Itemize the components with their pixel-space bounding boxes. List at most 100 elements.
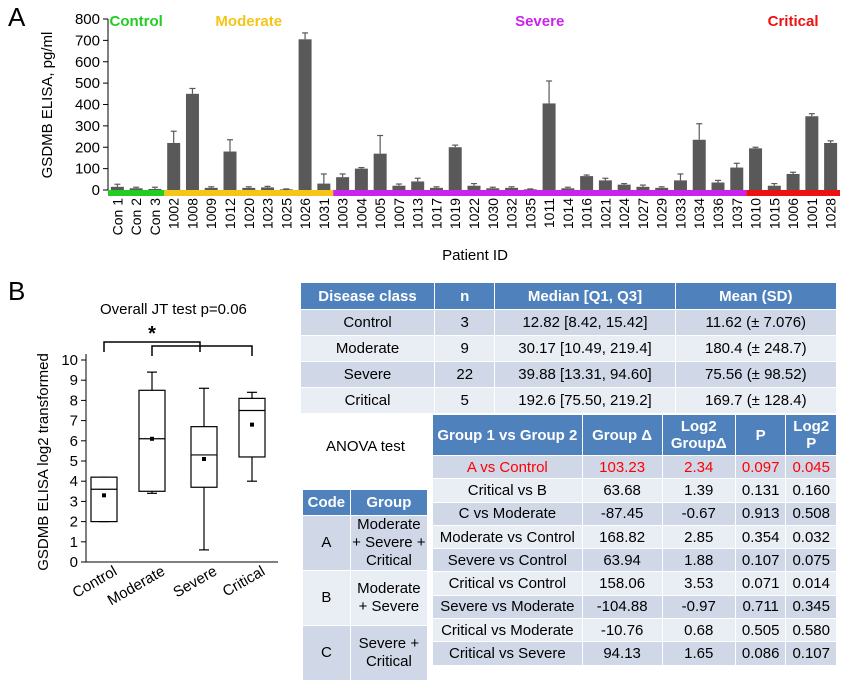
table-anova-header: P [734, 414, 787, 456]
bar-Con 1 [110, 186, 124, 190]
table-anova-cell: 0.131 [734, 478, 787, 503]
table-anova-row: Critical vs B 63.68 1.39 0.131 0.160 [432, 478, 837, 503]
table-summary-cell: Critical [299, 387, 436, 414]
table-codes-cell: A [302, 515, 351, 571]
anova-table: Group 1 vs Group 2 Group Δ Log2 GroupΔ P Log… [432, 414, 837, 666]
mean-marker [250, 422, 254, 427]
x-tick-label: 1025 [278, 198, 294, 229]
panel-letter-b: B [8, 276, 26, 306]
bar-1003 [336, 177, 350, 190]
box-moderate [138, 389, 166, 492]
bar-1021 [598, 180, 612, 190]
table-summary-cell: Severe [299, 361, 436, 388]
table-summary-cell: 22 [434, 361, 496, 388]
x-tick-label: 1016 [579, 198, 595, 229]
bar-1002 [167, 142, 181, 190]
significance-bracket [103, 341, 201, 352]
table-anova-cell: -0.97 [661, 594, 736, 620]
mean-marker [102, 493, 106, 498]
x-tick-label: Severe [170, 563, 220, 601]
table-anova-cell: 3.53 [661, 571, 736, 596]
table-codes-cell: Moderate + Severe + Critical [349, 515, 429, 571]
table-summary-cell: 5 [434, 387, 496, 414]
bar-1036 [711, 182, 725, 190]
table-summary-cell: 12.82 [8.42, 15.42] [494, 309, 676, 336]
table-anova-cell: 0.508 [785, 501, 837, 526]
box-critical [238, 397, 266, 458]
table-summary-cell: Moderate [299, 335, 436, 362]
x-tick-label: 1019 [447, 198, 463, 229]
bar-1008 [185, 93, 199, 190]
group-band-critical [746, 190, 840, 196]
x-tick-label: 1028 [823, 198, 839, 229]
bar-Con 3 [148, 188, 162, 190]
table-anova-header: Log2 P [785, 414, 837, 456]
table-anova-row: Severe vs Moderate -104.88 -0.97 0.711 0.345 [432, 594, 837, 620]
y-tick-label: 700 [75, 32, 100, 49]
x-tick-label: 1022 [466, 198, 482, 229]
table-anova-cell: 0.711 [734, 594, 787, 620]
table-anova-cell: 0.107 [785, 641, 837, 666]
table-anova-cell: Critical vs Moderate [432, 618, 583, 643]
table-anova-cell: 103.23 [581, 454, 663, 480]
table-anova-header: Group 1 vs Group 2 [432, 414, 583, 456]
bar-chart: 0 100 200 300 400 500 600 700 800 GSDMB ELISA, pg… [39, 11, 840, 264]
bar-1010 [749, 148, 763, 190]
table-anova-cell: 0.913 [734, 501, 787, 526]
x-tick-label: 1031 [316, 198, 332, 229]
bar-1001 [805, 116, 819, 190]
table-anova-cell: Critical vs Severe [432, 641, 583, 666]
bar-Con 2 [129, 188, 143, 190]
table-anova-cell: 1.39 [661, 478, 736, 503]
x-tick-label: 1032 [504, 198, 520, 229]
bar-1007 [392, 185, 406, 190]
x-tick-label: 1014 [560, 198, 576, 229]
bar-1026 [298, 39, 312, 191]
bar-1034 [692, 139, 706, 190]
table-anova-cell: Severe vs Control [432, 548, 583, 573]
table-anova-cell: -87.45 [581, 501, 663, 526]
bar-1024 [617, 184, 631, 190]
bar-1006 [786, 173, 800, 190]
table-summary-row: Severe 22 39.88 [13.31, 94.60] 75.56 (± 98.… [299, 361, 838, 388]
table-anova-cell: 0.097 [734, 454, 787, 480]
table-anova-header: Group Δ [581, 414, 663, 456]
bar-1017 [429, 187, 443, 190]
significance-bracket-group [151, 345, 253, 356]
x-tick-label: 1004 [353, 198, 369, 229]
table-summary-cell: 3 [434, 309, 496, 336]
group-band-moderate [164, 190, 334, 196]
table-anova-cell: 0.045 [785, 454, 837, 480]
x-tick-label: 1037 [729, 198, 745, 229]
table-anova-cell: C vs Moderate [432, 501, 583, 526]
table-anova-cell: 168.82 [581, 524, 663, 550]
bar-1025 [279, 189, 293, 190]
table-anova-cell: 0.075 [785, 548, 837, 573]
table-codes-cell: B [302, 570, 351, 626]
table-anova-cell: 158.06 [581, 571, 663, 596]
y-tick-label: 400 [75, 97, 100, 114]
code-table: Code Group A Moderate + Severe + Critical B… [302, 489, 429, 681]
table-summary-cell: 39.88 [13.31, 94.60] [494, 361, 676, 388]
panel-letter-a: A [8, 2, 26, 32]
x-tick-label: 1006 [785, 198, 801, 229]
y-tick-label: 10 [61, 352, 78, 369]
y-tick-label: 2 [70, 514, 78, 531]
table-anova-cell: -104.88 [581, 594, 663, 620]
box-control [90, 476, 118, 523]
table-codes-row: B Moderate + Severe [302, 570, 429, 626]
x-tick-label: 1008 [184, 198, 200, 229]
table-anova-cell: 2.34 [661, 454, 736, 480]
table-anova-cell: 1.88 [661, 548, 736, 573]
x-tick-label: Con 3 [147, 198, 163, 236]
table-summary-header: Mean (SD) [674, 282, 838, 310]
table-anova-cell: Critical vs Control [432, 571, 583, 596]
bar-1027 [636, 186, 650, 190]
y-axis-label: GSDMB ELISA log2 transformed [35, 353, 52, 571]
x-tick-label: 1002 [166, 198, 182, 229]
table-anova-row: Critical vs Severe 94.13 1.65 0.086 0.107 [432, 641, 837, 666]
table-anova-cell: 0.032 [785, 524, 837, 550]
x-tick-label: 1020 [241, 198, 257, 229]
table-anova-row: C vs Moderate -87.45 -0.67 0.913 0.508 [432, 501, 837, 526]
table-anova-cell: 2.85 [661, 524, 736, 550]
